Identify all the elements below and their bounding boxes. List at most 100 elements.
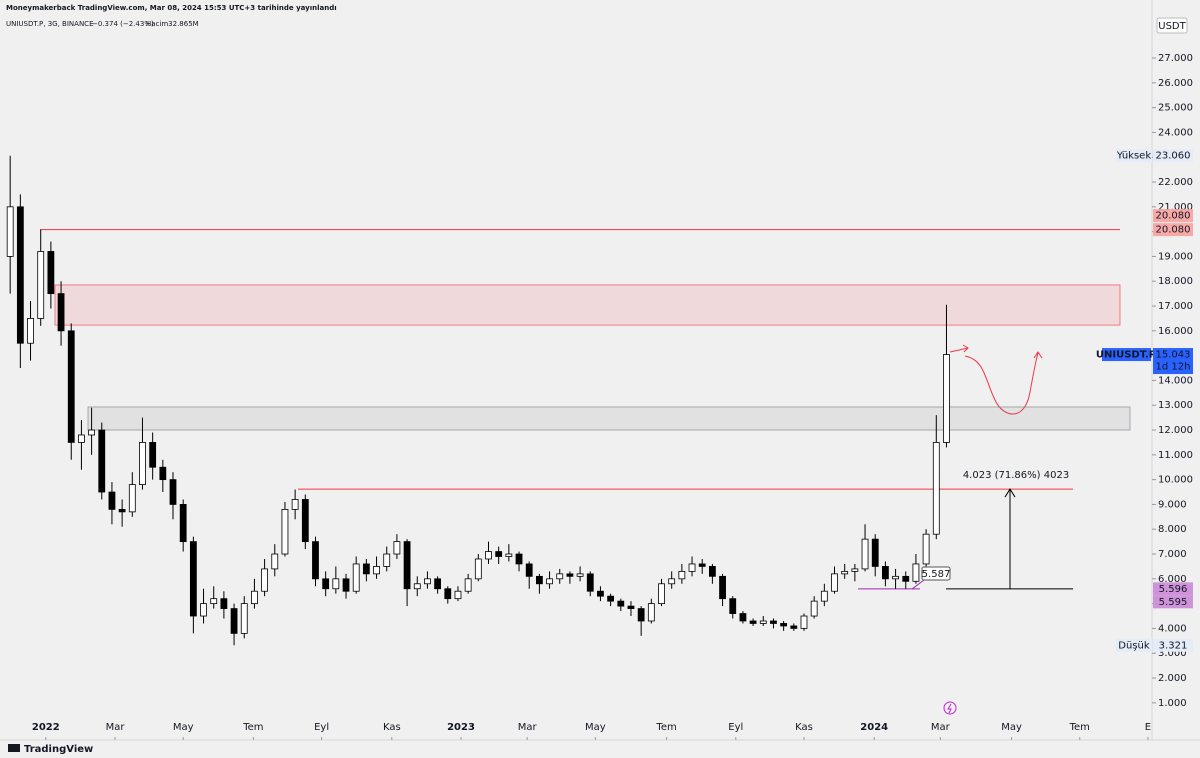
candle-body — [800, 615, 808, 629]
y-tick-label: 11.000 — [1158, 450, 1193, 461]
candle-body — [220, 598, 228, 609]
high-low-value-box — [1153, 638, 1193, 652]
candle-body — [943, 354, 950, 443]
level-label: 5.595 — [1159, 597, 1188, 608]
candle-body — [373, 566, 380, 575]
level-label-box — [1153, 223, 1193, 237]
candle-body — [729, 598, 737, 614]
x-tick-label: Kas — [795, 722, 813, 733]
candle-body — [515, 553, 523, 565]
candle-body — [851, 568, 859, 572]
candle-body — [149, 442, 157, 468]
candle-body — [230, 608, 238, 634]
y-tick-label: 7.000 — [1158, 549, 1187, 560]
candle-body — [525, 563, 533, 577]
candle-body — [698, 563, 706, 567]
high-low-title-box — [1116, 638, 1152, 652]
candle-body — [474, 558, 482, 580]
y-tick-label: 1.000 — [1158, 698, 1187, 709]
x-tick-label: May — [585, 722, 606, 733]
zone — [87, 406, 1131, 431]
level-label: 5.596 — [1159, 584, 1188, 595]
x-tick-label: Eyl — [728, 722, 743, 733]
candle-body — [67, 330, 75, 443]
volume-info: Hacim32.865M — [146, 20, 199, 28]
candle-body — [831, 573, 838, 592]
level-label: 20.080 — [1156, 211, 1191, 222]
candle-body — [485, 551, 492, 560]
high-low-value: 3.321 — [1159, 640, 1188, 651]
candle-body — [312, 541, 319, 580]
candle-body — [546, 578, 553, 585]
candle-body — [342, 578, 350, 592]
y-tick-label: 9.000 — [1158, 499, 1187, 510]
x-tick-label: 2024 — [860, 722, 888, 733]
x-tick-label: 2023 — [447, 722, 475, 733]
y-tick-label: 25.000 — [1158, 103, 1193, 114]
x-tick-label: May — [173, 722, 194, 733]
candle-body — [871, 538, 879, 567]
change-info: −0.374 (−2.43%) — [92, 20, 154, 28]
candle-body — [27, 318, 34, 344]
last-price: 15.043 — [1156, 350, 1191, 361]
candle-body — [118, 508, 126, 513]
candle-body — [902, 575, 910, 582]
currency-box[interactable] — [1156, 17, 1188, 34]
candle-body — [607, 595, 615, 602]
candle-body — [108, 491, 116, 510]
candle-body — [861, 538, 869, 570]
hand-drawing — [949, 344, 1043, 415]
y-tick-label: 13.000 — [1158, 400, 1193, 411]
x-tick-label: Kas — [383, 722, 401, 733]
y-tick-label: 21.000 — [1158, 202, 1193, 213]
candle-body — [403, 541, 411, 590]
x-tick-label: Tem — [242, 722, 263, 733]
candle-body — [780, 623, 788, 627]
y-tick-label: 2.000 — [1158, 673, 1187, 684]
candle-body — [210, 598, 218, 605]
zone — [54, 284, 1121, 326]
x-tick-label: Eyl — [314, 722, 329, 733]
high-low-title: Düşük — [1118, 640, 1150, 651]
y-tick-label: 18.000 — [1158, 276, 1193, 287]
y-tick-label: 24.000 — [1158, 127, 1193, 138]
candle-body — [424, 578, 431, 585]
candle-body — [627, 605, 635, 609]
level-label-box — [1153, 209, 1193, 223]
y-tick-label: 12.000 — [1158, 425, 1193, 436]
last-price-symbol: UNIUSDT.P — [1096, 350, 1156, 361]
candle-body — [261, 568, 269, 592]
point-label-leader — [911, 579, 925, 590]
candle-body — [332, 578, 340, 590]
level-label: 20.080 — [1156, 225, 1191, 236]
published-note: Moneymakerback TradingView.com, Mar 08, … — [6, 4, 337, 12]
y-tick-label: 22.000 — [1158, 177, 1193, 188]
candle-body — [434, 578, 442, 590]
candle-body — [393, 541, 401, 555]
x-tick-label: Mar — [518, 722, 538, 733]
candle-body — [322, 578, 330, 590]
candle-body — [159, 466, 167, 481]
candle-body — [200, 603, 207, 617]
symbol-info: UNIUSDT.P, 3G, BINANCE — [6, 20, 94, 28]
candle-body — [647, 603, 655, 622]
candle-body — [668, 578, 676, 585]
candle-body — [98, 429, 106, 493]
y-tick-label: 19.000 — [1158, 251, 1193, 262]
high-low-value: 23.060 — [1156, 151, 1191, 162]
brand: TradingView — [24, 744, 93, 755]
candle-body — [139, 442, 146, 485]
candle-body — [566, 573, 574, 577]
candle-body — [759, 620, 767, 624]
y-tick-label: 8.000 — [1158, 524, 1187, 535]
candle-body — [454, 590, 462, 600]
candle-body — [301, 499, 309, 543]
high-low-title-box — [1116, 149, 1152, 163]
candle-body — [505, 553, 513, 557]
event-icon-bolt — [947, 703, 952, 714]
candle-body — [688, 563, 696, 572]
event-icon[interactable] — [943, 701, 957, 715]
x-tick-label: May — [1001, 722, 1022, 733]
x-tick-label: 2022 — [32, 722, 60, 733]
